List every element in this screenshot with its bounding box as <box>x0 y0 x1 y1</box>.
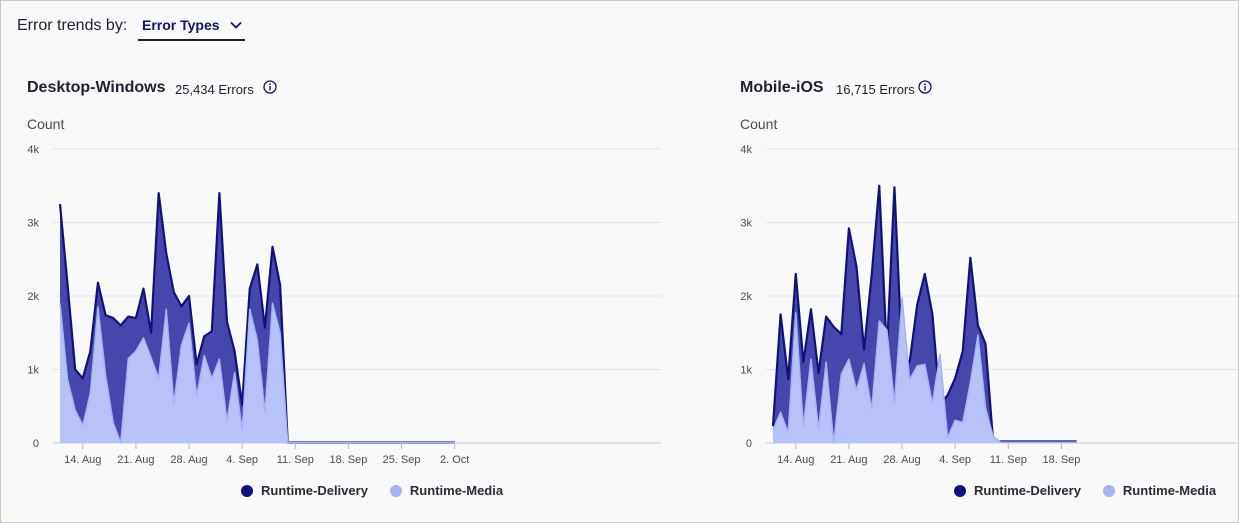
info-icon[interactable] <box>263 80 277 94</box>
chevron-down-icon <box>229 21 242 29</box>
x-tick-label: 11. Sep <box>277 454 314 466</box>
desktop-windows-chart: 4k 3k 2k 1k 0 14. Aug 21. Aug 28. Aug 4. Sep 11. … <box>27 144 661 466</box>
legend-item-runtime-media[interactable]: Runtime-Media <box>389 483 504 498</box>
legend-swatch <box>389 484 402 497</box>
legend-swatch <box>1102 484 1115 497</box>
y-tick-label: 4k <box>740 144 752 156</box>
x-tick-label: 28. Aug <box>170 454 207 466</box>
runtime-media-line <box>772 296 1077 444</box>
x-tick-label: 4. Sep <box>939 454 971 466</box>
mobile-ios-panel: Mobile-iOS 16,715 Errors Count 4k 3k 2k 1k 0… <box>714 61 1238 511</box>
dropdown-value: Error Types <box>142 17 220 33</box>
y-tick-label: 0 <box>33 438 39 450</box>
x-tick-label: 14. Aug <box>777 454 814 466</box>
error-trends-label: Error trends by: <box>17 17 128 34</box>
legend-item-runtime-delivery[interactable]: Runtime-Delivery <box>954 483 1081 498</box>
panel-title: Desktop-Windows <box>27 79 166 96</box>
legend-label: Runtime-Media <box>1122 483 1217 498</box>
x-tick-label: 25. Sep <box>383 454 421 466</box>
y-axis-label: Count <box>740 116 778 132</box>
error-trends-header: Error trends by: <box>17 11 127 41</box>
legend-item-runtime-media[interactable]: Runtime-Media <box>1102 483 1217 498</box>
chart-legend: Runtime-Delivery Runtime-Media <box>241 483 525 498</box>
legend-label: Runtime-Delivery <box>261 483 368 498</box>
legend-item-runtime-delivery[interactable]: Runtime-Delivery <box>241 483 368 498</box>
x-tick-label: 21. Aug <box>830 454 867 466</box>
info-icon[interactable] <box>918 80 932 94</box>
legend-label: Runtime-Media <box>409 483 504 498</box>
y-axis-label: Count <box>27 116 65 132</box>
y-tick-label: 2k <box>27 291 39 303</box>
y-tick-label: 3k <box>27 218 39 230</box>
x-tick-label: 18. Sep <box>329 454 367 466</box>
runtime-media-area[interactable] <box>60 303 455 443</box>
mobile-ios-chart: 4k 3k 2k 1k 0 14. Aug 21. Aug 28. Aug 4. Sep 11. … <box>740 144 1238 466</box>
legend-label: Runtime-Delivery <box>974 483 1081 498</box>
x-tick-label: 28. Aug <box>883 454 920 466</box>
y-tick-label: 1k <box>740 365 752 377</box>
x-tick-label: 4. Sep <box>226 454 258 466</box>
y-tick-label: 2k <box>740 291 752 303</box>
error-type-dropdown[interactable]: Error Types <box>138 11 245 41</box>
desktop-windows-panel: Desktop-Windows 25,434 Errors Count 4k 3k… <box>1 61 681 511</box>
chart-legend: Runtime-Delivery Runtime-Media <box>954 483 1238 498</box>
x-tick-label: 2. Oct <box>440 454 469 466</box>
y-tick-label: 4k <box>27 144 39 156</box>
x-tick-label: 21. Aug <box>117 454 154 466</box>
runtime-media-line <box>59 302 455 444</box>
y-tick-label: 0 <box>746 438 752 450</box>
y-tick-label: 1k <box>27 365 39 377</box>
legend-swatch <box>241 484 253 497</box>
panel-title: Mobile-iOS <box>740 79 824 96</box>
legend-swatch <box>954 484 966 497</box>
runtime-media-area[interactable] <box>773 297 1077 443</box>
y-tick-label: 3k <box>740 218 752 230</box>
error-count: 25,434 Errors <box>175 82 254 97</box>
x-tick-label: 11. Sep <box>990 454 1027 466</box>
error-count: 16,715 Errors <box>836 82 915 97</box>
x-tick-label: 14. Aug <box>64 454 101 466</box>
x-tick-label: 18. Sep <box>1042 454 1080 466</box>
